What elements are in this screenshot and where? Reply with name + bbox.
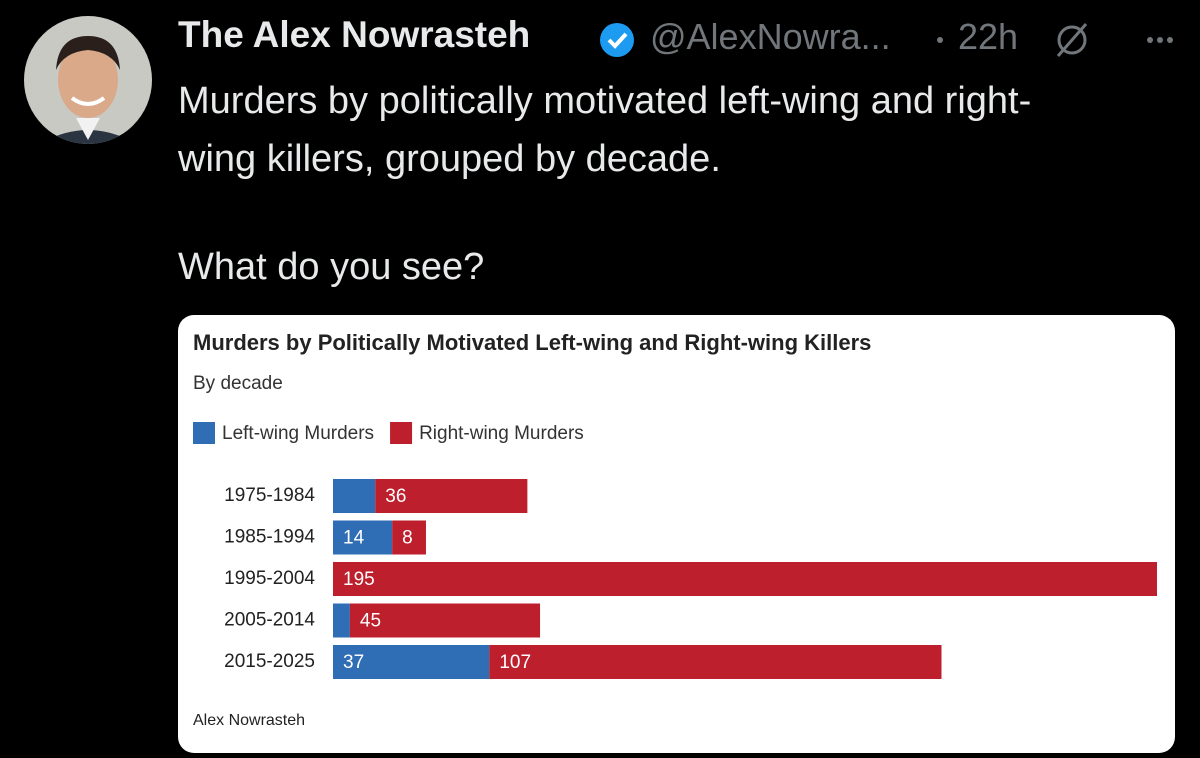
author-name[interactable]: The Alex Nowrasteh [178, 14, 531, 55]
chart-subtitle: By decade [193, 373, 283, 394]
value-label: 8 [402, 528, 413, 549]
bar-segment [392, 520, 426, 555]
grok-icon[interactable] [1056, 23, 1088, 57]
value-label: 45 [360, 611, 381, 632]
bar-segment [333, 520, 393, 555]
tweet-paragraph: Murders by politically motivated left-wi… [178, 80, 1032, 180]
separator-dot [937, 37, 943, 43]
tweet-actions [1056, 23, 1173, 57]
legend-swatch [390, 422, 413, 444]
value-label: 195 [343, 569, 375, 590]
tweet-paragraph: What do you see? [178, 246, 485, 288]
bar-segment [489, 645, 942, 679]
tweet-text: Murders by politically motivated left-wi… [178, 72, 1108, 296]
chart-source: Alex Nowrasteh [193, 712, 305, 729]
chart[interactable]: Murders by Politically Motivated Left-wi… [178, 315, 1175, 753]
avatar[interactable] [0, 0, 170, 170]
legend-label: Right-wing Murders [419, 423, 584, 444]
category-label: 2015-2025 [224, 651, 315, 672]
value-label: 14 [343, 528, 365, 549]
bar-segment [333, 479, 376, 513]
category-label: 1995-2004 [224, 568, 315, 589]
legend-label: Left-wing Murders [222, 423, 374, 444]
category-label: 1985-1994 [224, 527, 315, 548]
handle[interactable]: @AlexNowra... [650, 16, 891, 57]
value-label: 107 [499, 652, 531, 673]
legend-swatch [193, 422, 215, 444]
bar-segment [333, 562, 1157, 596]
bar-segment [333, 645, 490, 679]
value-label: 36 [385, 486, 406, 507]
chart-card [178, 315, 1175, 753]
more-button[interactable] [1147, 37, 1173, 43]
value-label: 37 [343, 652, 364, 673]
bar-segment [349, 603, 541, 638]
bar-segment [333, 603, 350, 638]
bar-segment [375, 479, 528, 513]
chart-title: Murders by Politically Motivated Left-wi… [193, 330, 871, 355]
verified-badge [600, 23, 634, 57]
category-label: 2005-2014 [224, 610, 315, 631]
timestamp[interactable]: 22h [958, 16, 1019, 57]
category-label: 1975-1984 [224, 485, 315, 506]
